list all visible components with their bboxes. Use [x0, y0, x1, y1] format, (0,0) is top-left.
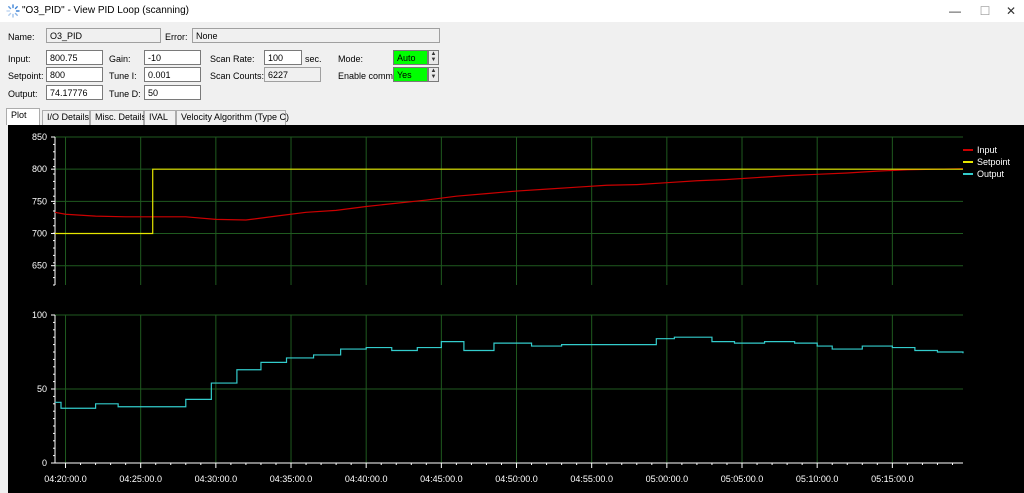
- tab-velocity-algorithm[interactable]: Velocity Algorithm (Type C): [176, 110, 289, 125]
- x-tick-label: 05:15:00.0: [871, 474, 914, 484]
- spin-down-icon[interactable]: ▼: [430, 74, 437, 80]
- tune-i-field[interactable]: 0.001: [144, 67, 201, 82]
- spin-up-icon[interactable]: ▲: [430, 68, 437, 74]
- output-field[interactable]: 74.17776: [46, 85, 103, 100]
- spin-down-icon[interactable]: ▼: [430, 57, 437, 63]
- maximize-button[interactable]: ☐: [979, 4, 991, 18]
- mode-spinner[interactable]: ▲ ▼: [428, 50, 439, 65]
- tune-d-label: Tune D:: [109, 89, 141, 99]
- scan-rate-field[interactable]: 100: [264, 50, 302, 65]
- setpoint-label: Setpoint:: [8, 71, 44, 81]
- tune-d-field[interactable]: 50: [144, 85, 201, 100]
- y-tick-label: 700: [32, 229, 47, 239]
- x-tick-label: 04:50:00.0: [495, 474, 538, 484]
- x-tick-label: 04:55:00.0: [570, 474, 613, 484]
- tab-misc-details[interactable]: Misc. Details: [90, 110, 146, 125]
- error-field[interactable]: None: [192, 28, 440, 43]
- title-bar: "O3_PID" - View PID Loop (scanning) — ☐ …: [0, 0, 1024, 22]
- y-tick-label: 50: [37, 384, 47, 394]
- legend-label-output: Output: [977, 169, 1005, 179]
- y-tick-label: 650: [32, 261, 47, 271]
- x-tick-label: 05:10:00.0: [796, 474, 839, 484]
- scan-counts-field[interactable]: 6227: [264, 67, 321, 82]
- enable-comm-label: Enable comm:: [338, 71, 396, 81]
- enable-comm-spinner[interactable]: ▲ ▼: [428, 67, 439, 82]
- minimize-button[interactable]: —: [949, 4, 961, 18]
- gain-field[interactable]: -10: [144, 50, 201, 65]
- y-tick-label: 800: [32, 164, 47, 174]
- y-tick-label: 0: [42, 458, 47, 468]
- setpoint-field[interactable]: 800: [46, 67, 103, 82]
- y-tick-label: 850: [32, 132, 47, 142]
- mode-label: Mode:: [338, 54, 364, 64]
- x-tick-label: 05:00:00.0: [646, 474, 689, 484]
- x-tick-label: 05:05:00.0: [721, 474, 764, 484]
- input-field[interactable]: 800.75: [46, 50, 103, 65]
- name-field[interactable]: O3_PID: [46, 28, 161, 43]
- scan-rate-unit: sec.: [305, 54, 322, 64]
- legend-label-setpoint: Setpoint: [977, 157, 1011, 167]
- x-tick-label: 04:40:00.0: [345, 474, 388, 484]
- y-tick-label: 100: [32, 310, 47, 320]
- pid-trend-chart[interactable]: 650 700 750 800 850 0 50 100 04:20:00.0 04:25:00.…: [8, 125, 1024, 493]
- gain-label: Gain:: [109, 54, 131, 64]
- tab-plot[interactable]: Plot: [6, 108, 40, 125]
- series-line-setpoint: [55, 168, 963, 235]
- legend-swatch-output: [963, 173, 973, 175]
- x-tick-label: 04:20:00.0: [44, 474, 87, 484]
- x-tick-label: 04:45:00.0: [420, 474, 463, 484]
- output-label: Output:: [8, 89, 38, 99]
- tune-i-label: Tune I:: [109, 71, 137, 81]
- loading-spinner-icon: [6, 4, 20, 18]
- x-tick-label: 04:30:00.0: [195, 474, 238, 484]
- enable-comm-select[interactable]: Yes: [393, 67, 428, 82]
- x-tick-label: 04:35:00.0: [270, 474, 313, 484]
- scan-counts-label: Scan Counts:: [210, 71, 265, 81]
- y-tick-label: 750: [32, 196, 47, 206]
- legend-swatch-setpoint: [963, 161, 973, 163]
- tab-io-details[interactable]: I/O Details: [42, 110, 90, 125]
- mode-select[interactable]: Auto: [393, 50, 428, 65]
- window-title: "O3_PID" - View PID Loop (scanning): [22, 5, 189, 16]
- scan-rate-label: Scan Rate:: [210, 54, 255, 64]
- series-line-output: [55, 336, 964, 409]
- input-label: Input:: [8, 54, 31, 64]
- legend-label-input: Input: [977, 145, 998, 155]
- series-line-input: [54, 168, 964, 221]
- legend-swatch-input: [963, 149, 973, 151]
- spin-up-icon[interactable]: ▲: [430, 51, 437, 57]
- name-label: Name:: [8, 32, 35, 42]
- close-button[interactable]: ✕: [1005, 4, 1017, 18]
- tab-ival[interactable]: IVAL: [144, 110, 176, 125]
- x-tick-label: 04:25:00.0: [119, 474, 162, 484]
- plot-area[interactable]: 650 700 750 800 850 0 50 100 04:20:00.0 04:25:00.…: [8, 125, 1024, 493]
- error-label: Error:: [165, 32, 188, 42]
